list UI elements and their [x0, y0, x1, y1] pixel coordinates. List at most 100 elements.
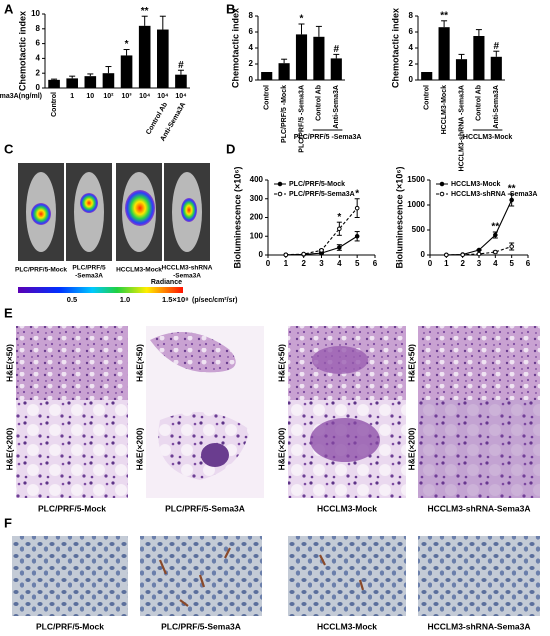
significance-label: *	[125, 39, 129, 50]
y-axis-label: Bioluminescence (×10⁶)	[232, 167, 242, 269]
significance-label: #	[178, 60, 184, 71]
point	[476, 251, 482, 257]
panel-letter: F	[4, 515, 12, 530]
point	[476, 247, 482, 253]
point	[444, 252, 449, 258]
significance-label: #	[334, 44, 340, 55]
point	[354, 233, 360, 239]
panel-letter: C	[4, 141, 14, 156]
metastasis	[310, 418, 380, 462]
bar	[138, 25, 151, 88]
bar	[313, 36, 325, 80]
x-tick-label: Control Ab	[476, 85, 483, 121]
signal	[181, 198, 197, 222]
he-images	[16, 326, 540, 498]
y-tick-label: 8	[36, 24, 41, 33]
panel-letter: E	[4, 305, 13, 320]
y-tick-label: 0	[249, 75, 254, 84]
image-label: HCCLM3-shRNA	[162, 265, 213, 272]
image-label: -Sema3A	[75, 273, 103, 280]
x-tick-label: Control	[424, 85, 431, 110]
y-axis-label: Chemotactic index	[390, 8, 400, 88]
y-tick-label: 300	[250, 194, 264, 203]
image-label: PLC/PRF/5	[72, 265, 106, 272]
legend-label: PLC/PRF/5-Sema3A	[289, 191, 355, 198]
y-tick-label: 0	[259, 250, 264, 259]
x-tick-label: HCCLM3-Mock	[441, 85, 448, 134]
x-tick-label: 10²	[103, 93, 114, 100]
x-tick-label: 1	[70, 93, 74, 100]
point	[460, 252, 465, 258]
metastasis	[312, 346, 368, 374]
x-tick-label: 6	[526, 259, 531, 268]
legend-label: HCCLM3-shRNA -Sema3A	[451, 191, 537, 198]
bar	[421, 72, 433, 80]
caption: HCCLM3-shRNA-Sema3A	[428, 621, 531, 631]
row-label: H&E(×200)	[4, 427, 14, 470]
panel-letter: A	[4, 1, 14, 16]
legend-marker	[277, 191, 283, 197]
stain	[158, 547, 231, 607]
bar	[278, 63, 290, 80]
y-tick-label: 1000	[407, 200, 425, 209]
bar	[438, 27, 450, 80]
image-label: HCCLM3-Mock	[116, 267, 162, 274]
x-tick-label: Control Ab	[316, 85, 323, 121]
x-tick-label: Control	[51, 92, 58, 117]
row-label: H&E(×50)	[4, 344, 14, 382]
row-label: H&E(×200)	[134, 427, 144, 470]
y-tick-label: 0	[36, 83, 41, 92]
bar	[175, 74, 187, 88]
bar	[84, 76, 97, 88]
x-tick-label: PLC/PRF/5 -Sema3A	[298, 85, 305, 153]
bar	[120, 55, 133, 88]
significance-label: **	[508, 184, 516, 195]
series-line	[446, 199, 513, 256]
y-tick-label: 6	[36, 39, 41, 48]
colorbar	[18, 287, 183, 293]
significance-label: **	[440, 10, 448, 21]
y-tick-label: 4	[36, 54, 41, 63]
he-image	[16, 326, 128, 400]
bar	[473, 36, 485, 80]
y-tick-label: 2	[249, 59, 254, 68]
bar	[66, 78, 78, 88]
point	[493, 232, 498, 238]
y-tick-label: 1500	[407, 175, 425, 184]
y-tick-label: 6	[249, 27, 254, 36]
x-tick-label: 2	[301, 259, 306, 268]
bar	[261, 72, 273, 80]
x-row-label: Sema3A(ng/ml)	[0, 93, 42, 100]
y-tick-label: 100	[250, 231, 264, 240]
y-tick-label: 500	[412, 225, 426, 234]
stain	[319, 554, 365, 591]
y-tick-label: 4	[409, 43, 414, 52]
point	[337, 226, 342, 232]
group-label: PLC/PRF/5 -Sema3A	[294, 134, 362, 141]
ihc-image	[288, 536, 406, 616]
x-tick-label: 0	[428, 259, 433, 268]
row-label: H&E(×50)	[406, 344, 416, 382]
x-tick-label: 5	[355, 259, 360, 268]
x-tick-label: Control	[264, 85, 271, 110]
x-tick-label: 2	[460, 259, 465, 268]
x-tick-label: 4	[337, 259, 342, 268]
legend-marker	[277, 181, 283, 187]
series-line	[285, 207, 358, 256]
x-tick-label: Anti-Sema3A	[493, 85, 500, 129]
significance-label: **	[491, 222, 499, 233]
row-label: H&E(×50)	[134, 344, 144, 382]
group-label: HCCLM3-Mock	[463, 134, 512, 141]
x-tick-label: 10⁴	[157, 93, 169, 100]
y-tick-label: 2	[36, 68, 41, 77]
row-label: H&E(×200)	[406, 427, 416, 470]
colorbar-title: Radiance	[151, 279, 182, 286]
significance-label: *	[337, 212, 341, 223]
y-axis-label: Chemotactic index	[17, 11, 27, 91]
caption: PLC/PRF/5-Mock	[36, 621, 104, 631]
tint	[418, 400, 540, 498]
x-tick-label: Anti-Sema3A	[333, 85, 340, 129]
x-tick-label: 4	[493, 259, 498, 268]
point	[354, 205, 360, 211]
